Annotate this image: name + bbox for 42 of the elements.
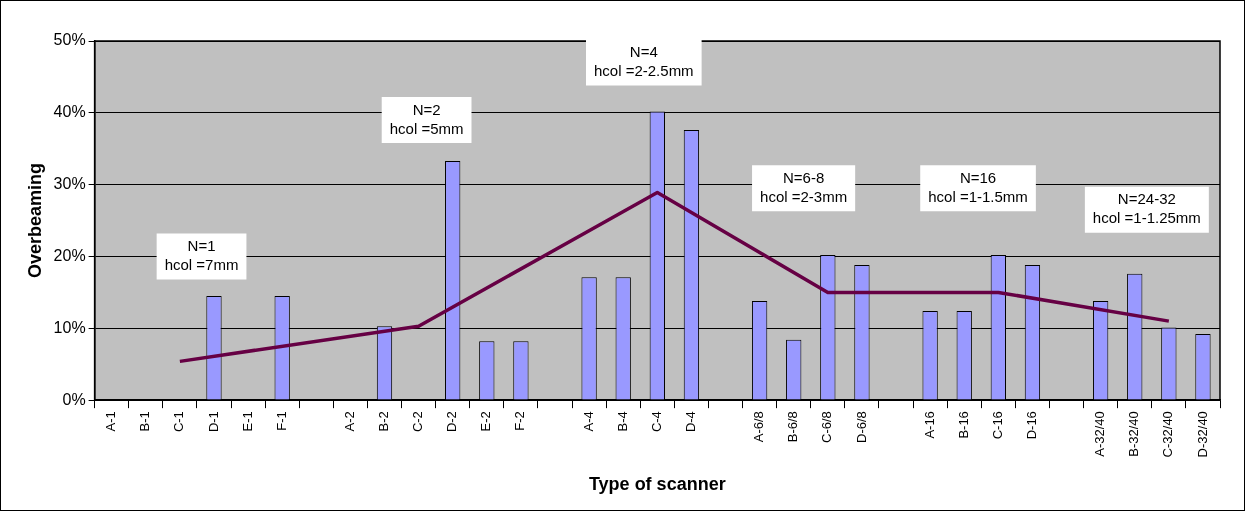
annotation: N=16 hcol =1-1.5mm bbox=[928, 168, 1028, 205]
x-tick-label: D-4 bbox=[682, 411, 698, 433]
x-tick-label: A-6/8 bbox=[751, 411, 767, 443]
x-tick-label: B-4 bbox=[614, 411, 630, 432]
annotation: N=24-32 hcol =1-1.25mm bbox=[1092, 190, 1201, 227]
x-tick-label: F-2 bbox=[512, 411, 528, 431]
x-tick-label: C-2 bbox=[410, 411, 426, 433]
x-tick-label: E-2 bbox=[478, 411, 494, 432]
x-tick-label: C-16 bbox=[989, 411, 1005, 440]
x-tick-label: A-2 bbox=[341, 411, 357, 432]
x-tick-label: D-16 bbox=[1024, 411, 1040, 440]
x-tick-label: F-1 bbox=[273, 411, 289, 431]
x-tick-label: C-6/8 bbox=[819, 411, 835, 443]
y-tick-label: 0% bbox=[62, 390, 86, 408]
x-tick-label: E-1 bbox=[239, 411, 255, 432]
y-tick-label: 30% bbox=[53, 175, 86, 193]
annotation: N=2 hcol =5mm bbox=[389, 100, 464, 137]
x-tick-label: A-1 bbox=[103, 411, 119, 432]
x-tick-label: D-32/40 bbox=[1194, 411, 1210, 458]
y-tick-label: 50% bbox=[53, 31, 86, 49]
x-tick-label: B-6/8 bbox=[785, 411, 801, 443]
x-tick-label: A-4 bbox=[580, 411, 596, 432]
annotation: N=6-8 hcol =2-3mm bbox=[760, 168, 848, 205]
x-tick-label: C-4 bbox=[648, 411, 664, 433]
y-tick-label: 10% bbox=[53, 318, 86, 336]
annotation: N=4 hcol =2-2.5mm bbox=[593, 43, 694, 80]
x-tick-label: D-6/8 bbox=[853, 411, 869, 443]
x-tick-label: C-1 bbox=[171, 411, 187, 433]
x-tick-label: B-1 bbox=[137, 411, 153, 432]
y-axis-title: Overbeaming bbox=[24, 163, 45, 279]
x-tick-label: A-32/40 bbox=[1092, 411, 1108, 457]
x-tick-label: B-16 bbox=[955, 411, 971, 439]
x-tick-label: D-1 bbox=[205, 411, 221, 433]
annotation: N=1 hcol =7mm bbox=[164, 237, 239, 274]
x-tick-label: C-32/40 bbox=[1160, 411, 1176, 458]
x-tick-label: B-32/40 bbox=[1126, 411, 1142, 457]
x-tick-label: A-16 bbox=[921, 411, 937, 439]
x-tick-label: D-2 bbox=[444, 411, 460, 433]
y-tick-label: 20% bbox=[53, 246, 86, 264]
y-tick-label: 40% bbox=[53, 103, 86, 121]
x-axis-title: Type of scanner bbox=[588, 474, 726, 495]
x-tick-label: B-2 bbox=[376, 411, 392, 432]
